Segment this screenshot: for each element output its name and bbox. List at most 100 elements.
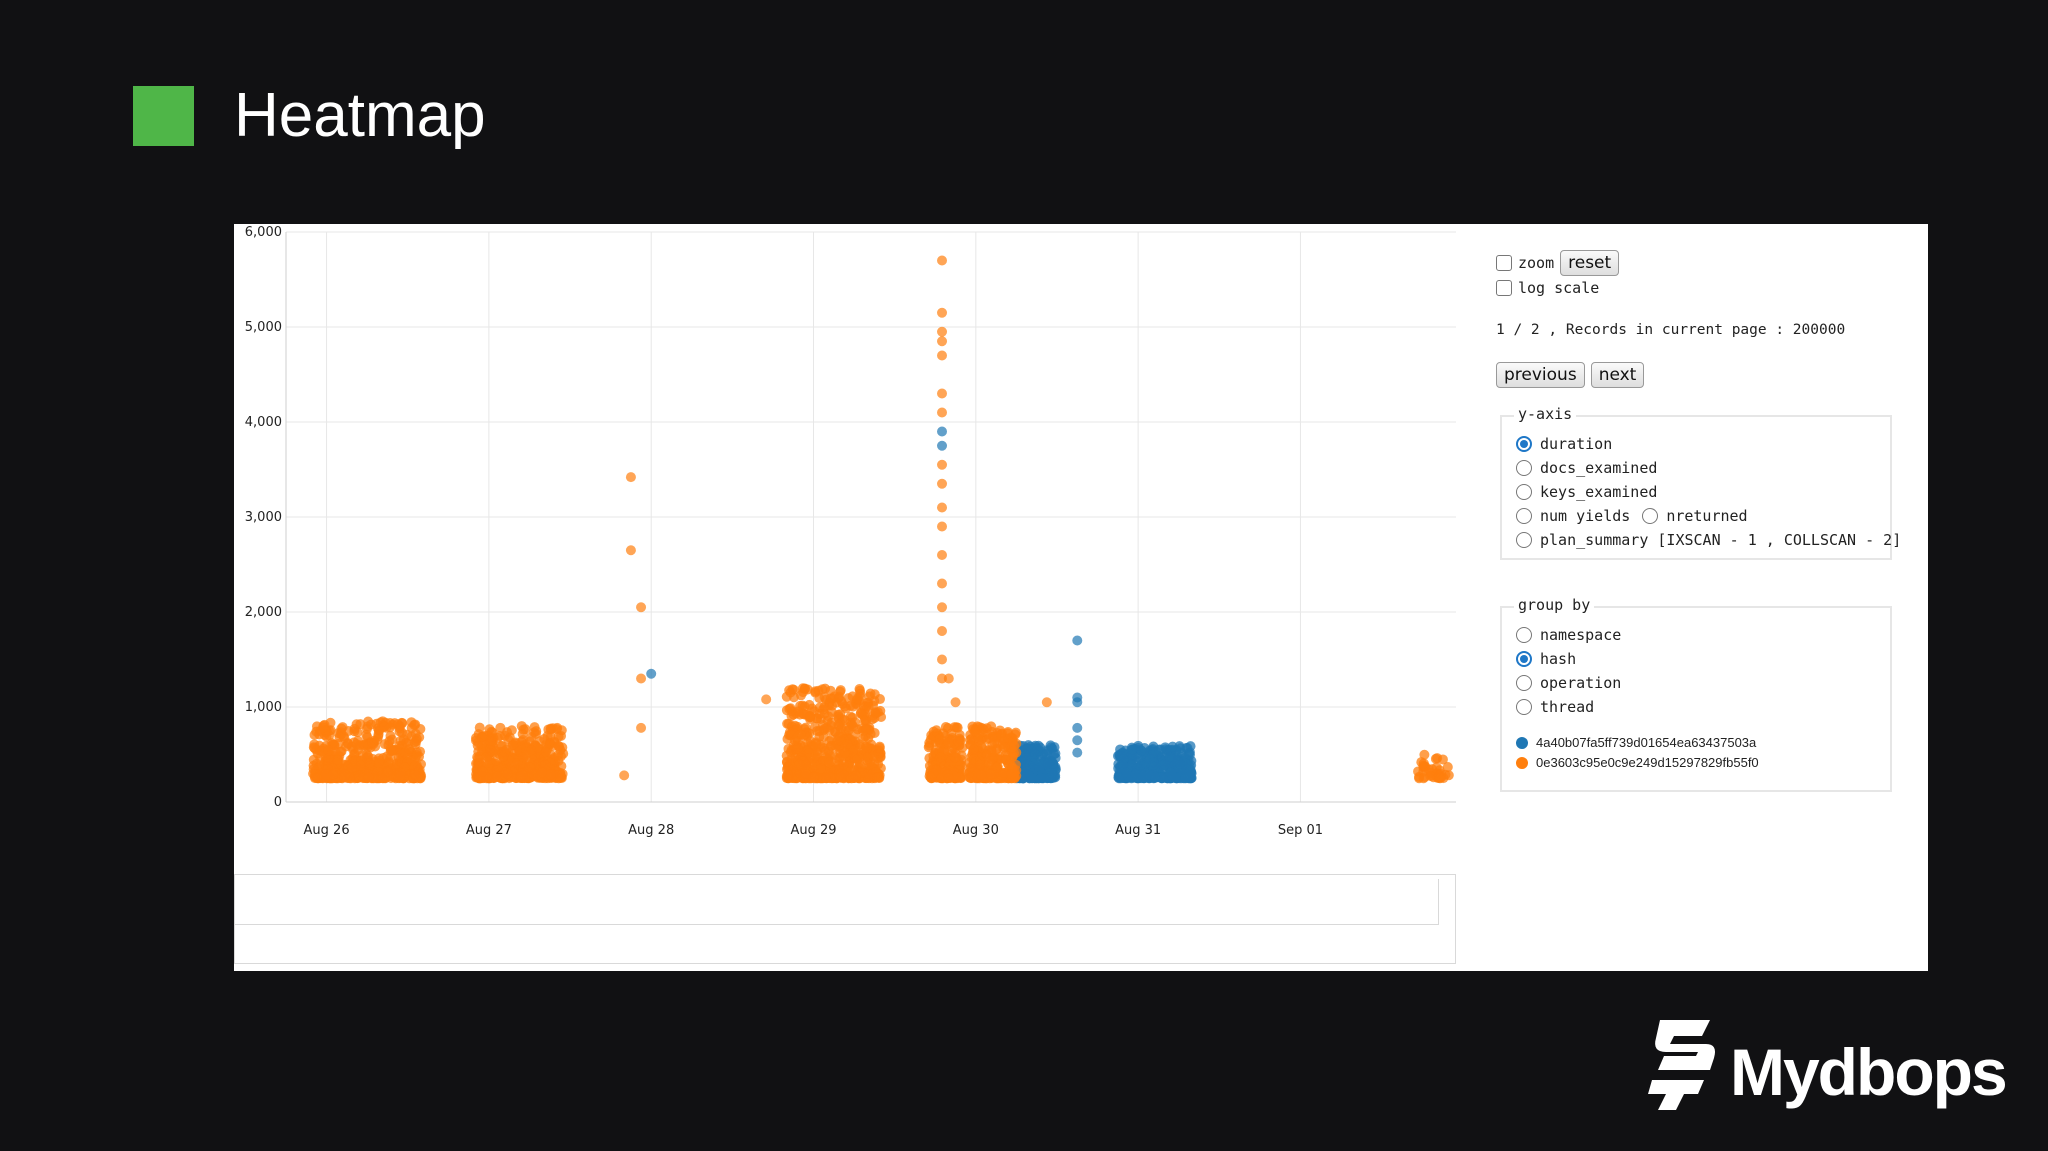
x-tick-label: Aug 30 [953, 823, 999, 838]
data-point [820, 773, 831, 784]
data-point [636, 722, 647, 733]
radio-nreturned[interactable] [1642, 508, 1659, 524]
data-point [937, 388, 948, 399]
reset-button[interactable]: reset [1560, 250, 1620, 276]
data-point [835, 686, 846, 697]
data-point [543, 724, 554, 735]
radio-hash[interactable]: hash [1516, 650, 1576, 668]
data-point [1023, 740, 1034, 751]
radio-duration[interactable]: duration [1516, 435, 1612, 453]
data-point [1112, 750, 1123, 761]
data-point [937, 336, 948, 347]
radio-num-yields[interactable]: num yields nreturned [1516, 507, 1748, 525]
data-point [472, 752, 483, 763]
controls-panel: zoom reset log scale 1 / 2 , Records in … [1496, 224, 1916, 964]
timeline-navigator[interactable] [234, 874, 1456, 964]
data-point [1144, 769, 1155, 780]
radio-button[interactable] [1516, 484, 1532, 500]
data-point [1442, 761, 1453, 772]
data-point [840, 747, 851, 758]
radio-namespace[interactable]: namespace [1516, 626, 1621, 644]
data-point [556, 730, 567, 741]
radio-operation[interactable]: operation [1516, 674, 1621, 692]
radio-button[interactable] [1516, 460, 1532, 476]
radio-docs-examined[interactable]: docs_examined [1516, 459, 1657, 477]
data-point [783, 718, 794, 729]
radio-button[interactable] [1516, 436, 1532, 452]
slide-marker [133, 86, 194, 146]
log-scale-checkbox[interactable] [1496, 280, 1512, 296]
mydbops-logo-icon [1648, 1020, 1715, 1110]
data-point [800, 768, 811, 779]
data-point [1174, 758, 1185, 769]
y-tick-label: 1,000 [245, 700, 282, 715]
data-point [1045, 773, 1056, 784]
data-point [1430, 753, 1441, 764]
data-point [556, 772, 567, 783]
radio-button[interactable] [1516, 651, 1532, 667]
data-point [1154, 744, 1165, 755]
page-info: 1 / 2 , Records in current page : 200000 [1496, 322, 1846, 338]
data-point [852, 693, 863, 704]
data-point [788, 728, 799, 739]
data-point [404, 744, 415, 755]
y-tick-label: 3,000 [245, 510, 282, 525]
data-point [781, 773, 792, 784]
data-point [1006, 768, 1017, 779]
data-point [1113, 773, 1124, 784]
radio-button[interactable] [1516, 508, 1532, 524]
data-point [804, 699, 815, 710]
data-point [937, 550, 948, 560]
previous-button[interactable]: previous [1496, 362, 1585, 388]
log-scale-label: log scale [1518, 279, 1600, 297]
legend-label: 0e3603c95e0c9e249d15297829fb55f0 [1536, 755, 1759, 770]
data-point [937, 426, 948, 437]
data-point [985, 769, 996, 780]
radio-label: operation [1540, 674, 1622, 692]
heatmap-chart[interactable]: 0 1,000 2,000 3,000 4,000 5,000 6,000 Aug 26 Aug… [234, 224, 1456, 874]
radio-button[interactable] [1516, 532, 1532, 548]
data-point [518, 752, 529, 763]
data-point [1117, 759, 1128, 770]
zoom-checkbox[interactable] [1496, 255, 1512, 271]
radio-button[interactable] [1516, 675, 1532, 691]
data-point [937, 602, 948, 613]
data-point [937, 255, 948, 266]
data-point [363, 772, 374, 783]
radio-thread[interactable]: thread [1516, 698, 1594, 716]
x-tick-label: Sep 01 [1278, 823, 1323, 838]
data-point [925, 734, 936, 745]
data-point [949, 722, 960, 733]
data-point [1180, 773, 1191, 784]
radio-button[interactable] [1516, 627, 1532, 643]
data-point [848, 721, 859, 732]
data-point [515, 771, 526, 782]
radio-button[interactable] [1516, 699, 1532, 715]
legend-swatch [1516, 736, 1528, 749]
data-point [999, 742, 1010, 753]
data-point [989, 737, 1000, 748]
data-point [373, 758, 384, 769]
next-button[interactable]: next [1590, 362, 1645, 388]
timeline-navigator-track[interactable] [235, 879, 1439, 925]
data-point [323, 752, 334, 763]
x-tick-label: Aug 26 [304, 823, 350, 838]
data-point [1072, 635, 1083, 646]
data-point [495, 722, 506, 733]
data-point [781, 756, 792, 767]
data-point [393, 773, 404, 784]
legend-label: 4a40b07fa5ff739d01654ea63437503a [1536, 735, 1757, 750]
data-point [843, 693, 854, 704]
radio-keys-examined[interactable]: keys_examined [1516, 483, 1657, 501]
data-point [474, 722, 485, 733]
data-point [850, 771, 861, 782]
data-point [814, 709, 825, 720]
data-point [323, 745, 334, 756]
data-point [328, 769, 339, 780]
radio-plan-summary[interactable]: plan_summary [IXSCAN - 1 , COLLSCAN - 2] [1516, 531, 1901, 549]
data-point [838, 759, 849, 770]
data-point [383, 766, 394, 777]
legend-item-orange[interactable]: 0e3603c95e0c9e249d15297829fb55f0 [1516, 755, 1759, 770]
legend-item-blue[interactable]: 4a40b07fa5ff739d01654ea63437503a [1516, 735, 1756, 750]
data-point [937, 350, 948, 361]
